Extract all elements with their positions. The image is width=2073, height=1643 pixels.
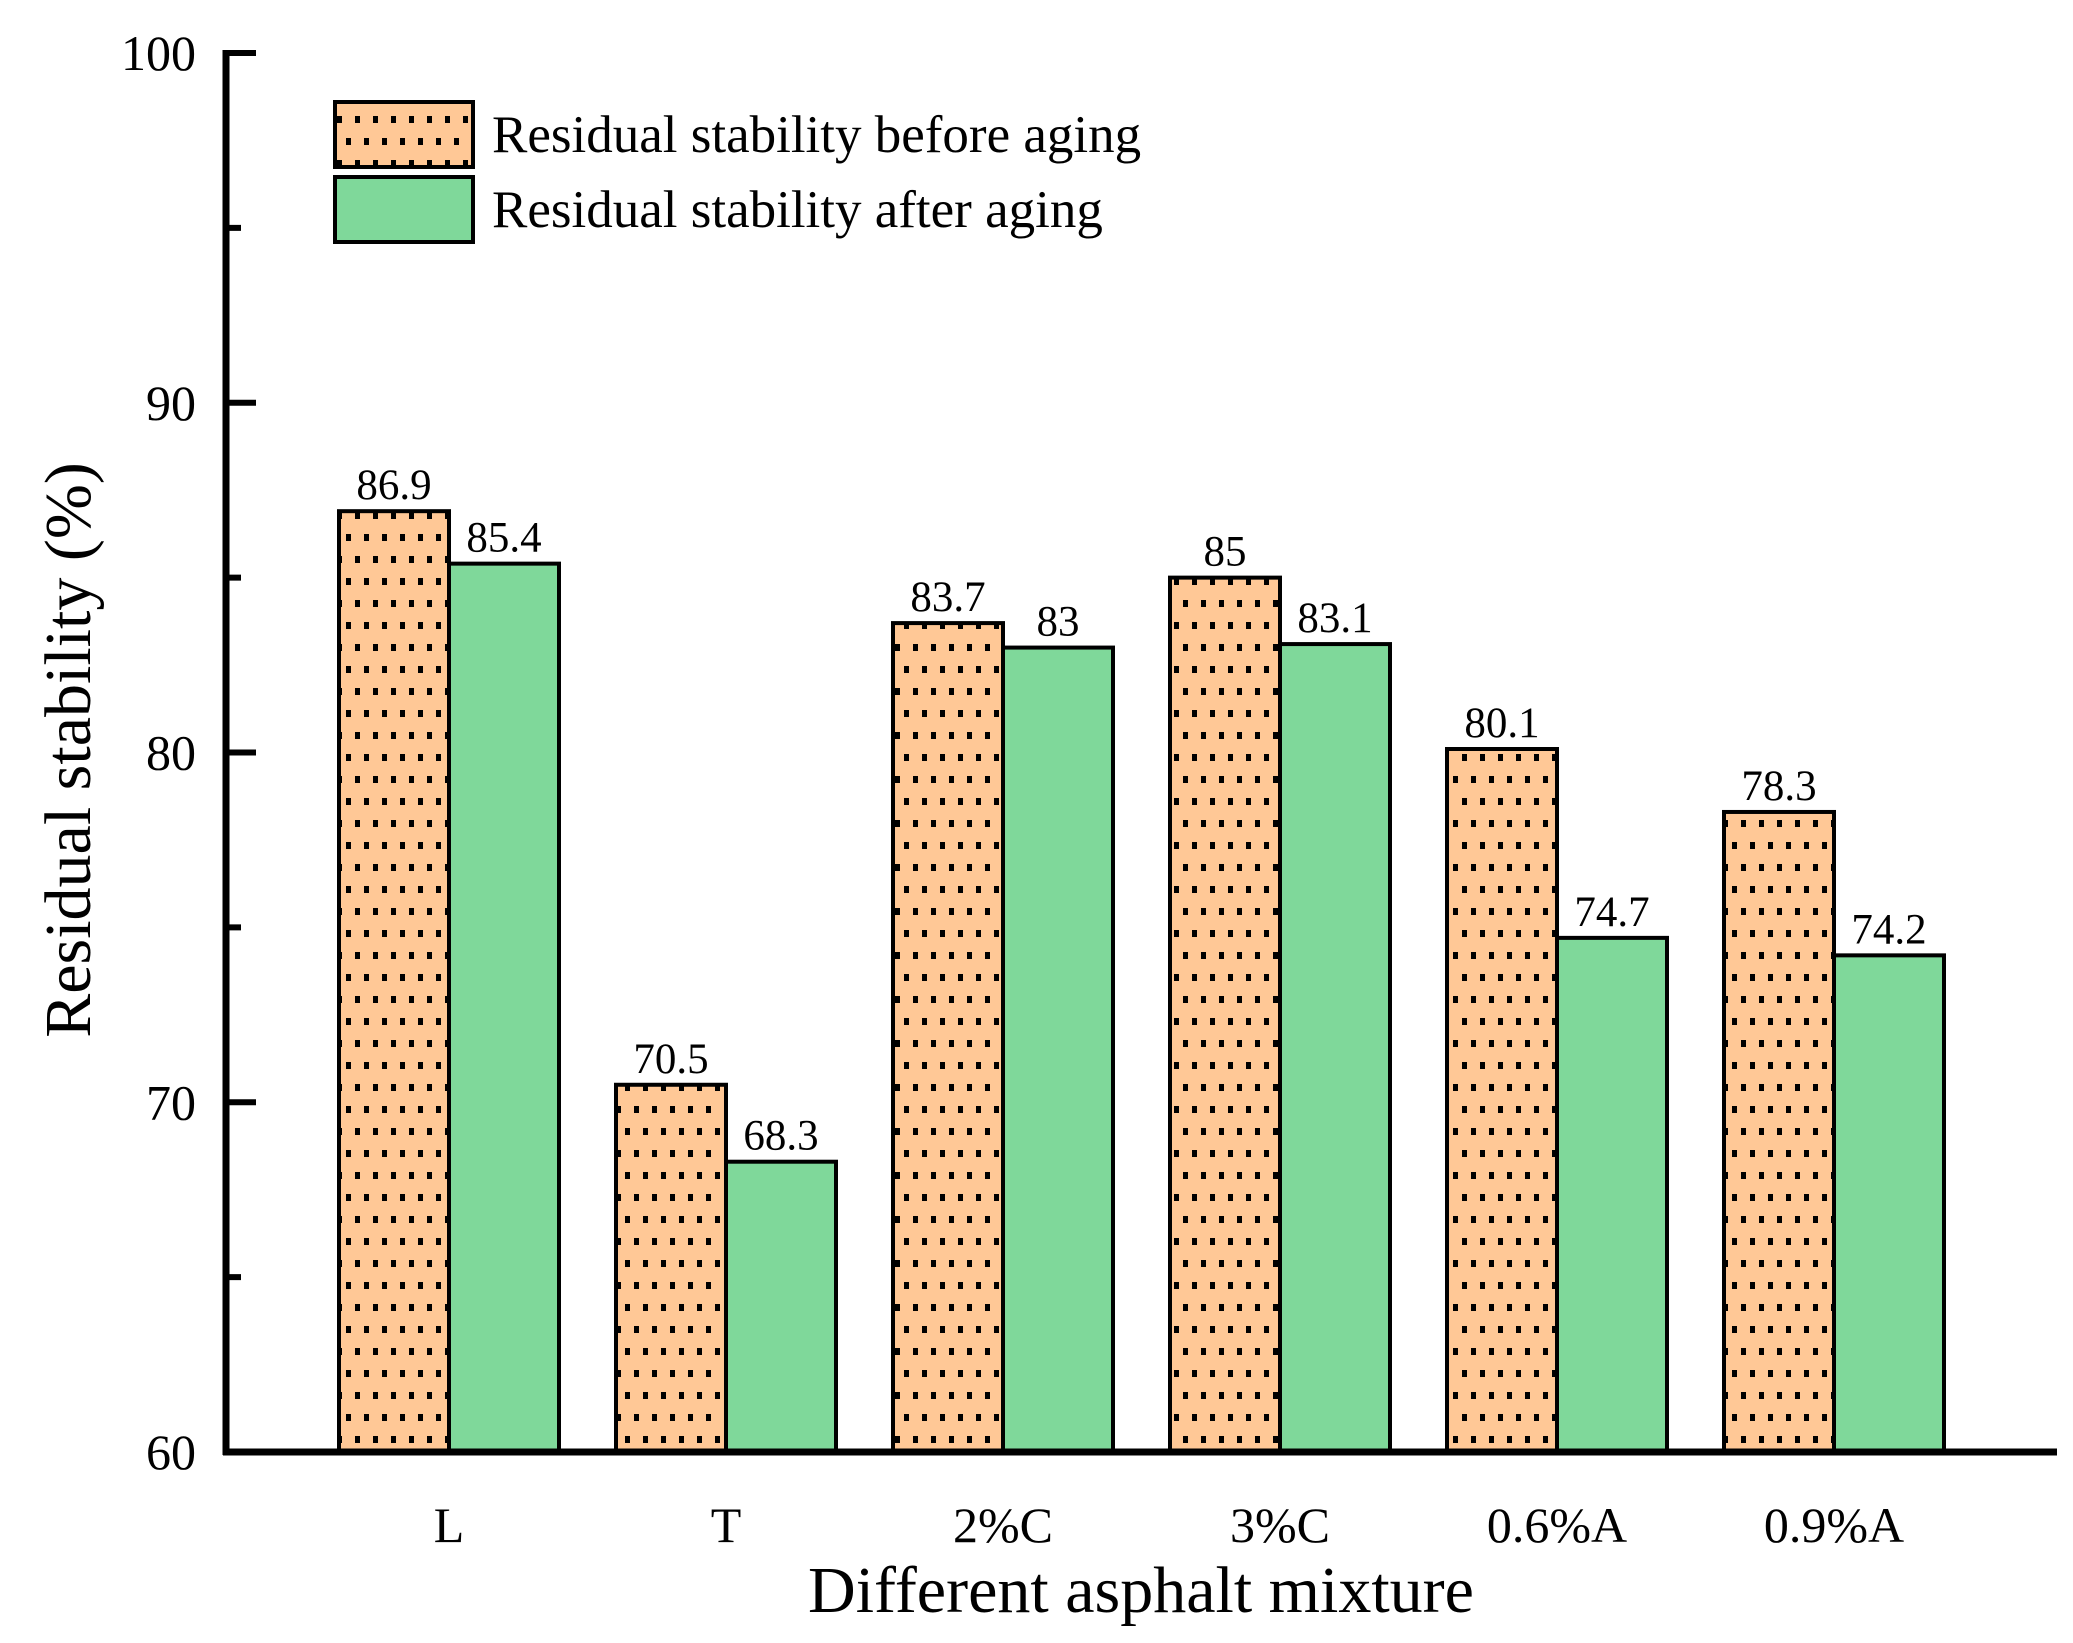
bar-before-aging: [1445, 747, 1559, 1454]
data-label: 83.7: [910, 574, 985, 621]
x-axis-title: Different asphalt mixture: [808, 1554, 1474, 1627]
bar-before-aging: [891, 621, 1005, 1454]
data-label: 74.7: [1574, 889, 1649, 936]
x-tick-label: L: [434, 1497, 465, 1553]
y-tick-label: 60: [146, 1424, 196, 1480]
y-tick-label: 90: [146, 375, 196, 431]
x-tick-label: T: [711, 1497, 742, 1553]
legend: Residual stability before aging Residual …: [333, 100, 1141, 244]
bar-before-aging: [337, 509, 451, 1454]
y-axis-title: Residual stability (%): [32, 462, 105, 1038]
legend-swatch-after: [333, 175, 475, 244]
data-label: 68.3: [743, 1113, 818, 1160]
y-tick-label: 80: [146, 725, 196, 781]
data-label: 85.4: [466, 515, 541, 562]
bar-after-aging: [1001, 645, 1115, 1454]
axes-layer: L T 2%C 3%C 0.6%A 0.9%A 60 70 80 90 100: [121, 25, 2057, 1553]
y-tick-label: 70: [146, 1074, 196, 1130]
data-label: 85: [1204, 529, 1247, 576]
x-tick-label: 3%C: [1230, 1497, 1330, 1553]
data-label: 86.9: [356, 462, 431, 509]
bar-after-aging: [1555, 935, 1669, 1454]
data-label: 83: [1037, 599, 1080, 646]
bar-before-aging: [614, 1082, 728, 1454]
bar-after-aging: [1832, 953, 1946, 1454]
data-label: 70.5: [633, 1036, 708, 1083]
bar-after-aging: [447, 561, 561, 1454]
x-tick-label: 0.9%A: [1764, 1497, 1904, 1553]
legend-swatch-before: [333, 100, 475, 169]
data-label: 78.3: [1741, 763, 1816, 810]
data-label: 83.1: [1297, 595, 1372, 642]
bar-before-aging: [1168, 575, 1282, 1454]
y-tick-label: 100: [121, 25, 196, 81]
bars-layer: 86.9 85.4 70.5 68.3 83.7 83 85 83.1 80.1 74.7 78.3…: [337, 462, 1946, 1455]
data-label: 74.2: [1851, 906, 1926, 953]
bar-after-aging: [1278, 642, 1392, 1454]
data-label: 80.1: [1464, 700, 1539, 747]
legend-label: Residual stability after aging: [492, 181, 1103, 239]
bar-after-aging: [724, 1159, 838, 1455]
bar-before-aging: [1722, 809, 1836, 1454]
x-tick-label: 2%C: [953, 1497, 1053, 1553]
legend-label: Residual stability before aging: [492, 106, 1141, 164]
x-tick-label: 0.6%A: [1487, 1497, 1627, 1553]
